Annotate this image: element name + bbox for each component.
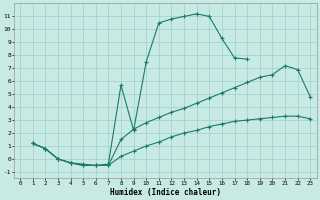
X-axis label: Humidex (Indice chaleur): Humidex (Indice chaleur) xyxy=(110,188,220,197)
